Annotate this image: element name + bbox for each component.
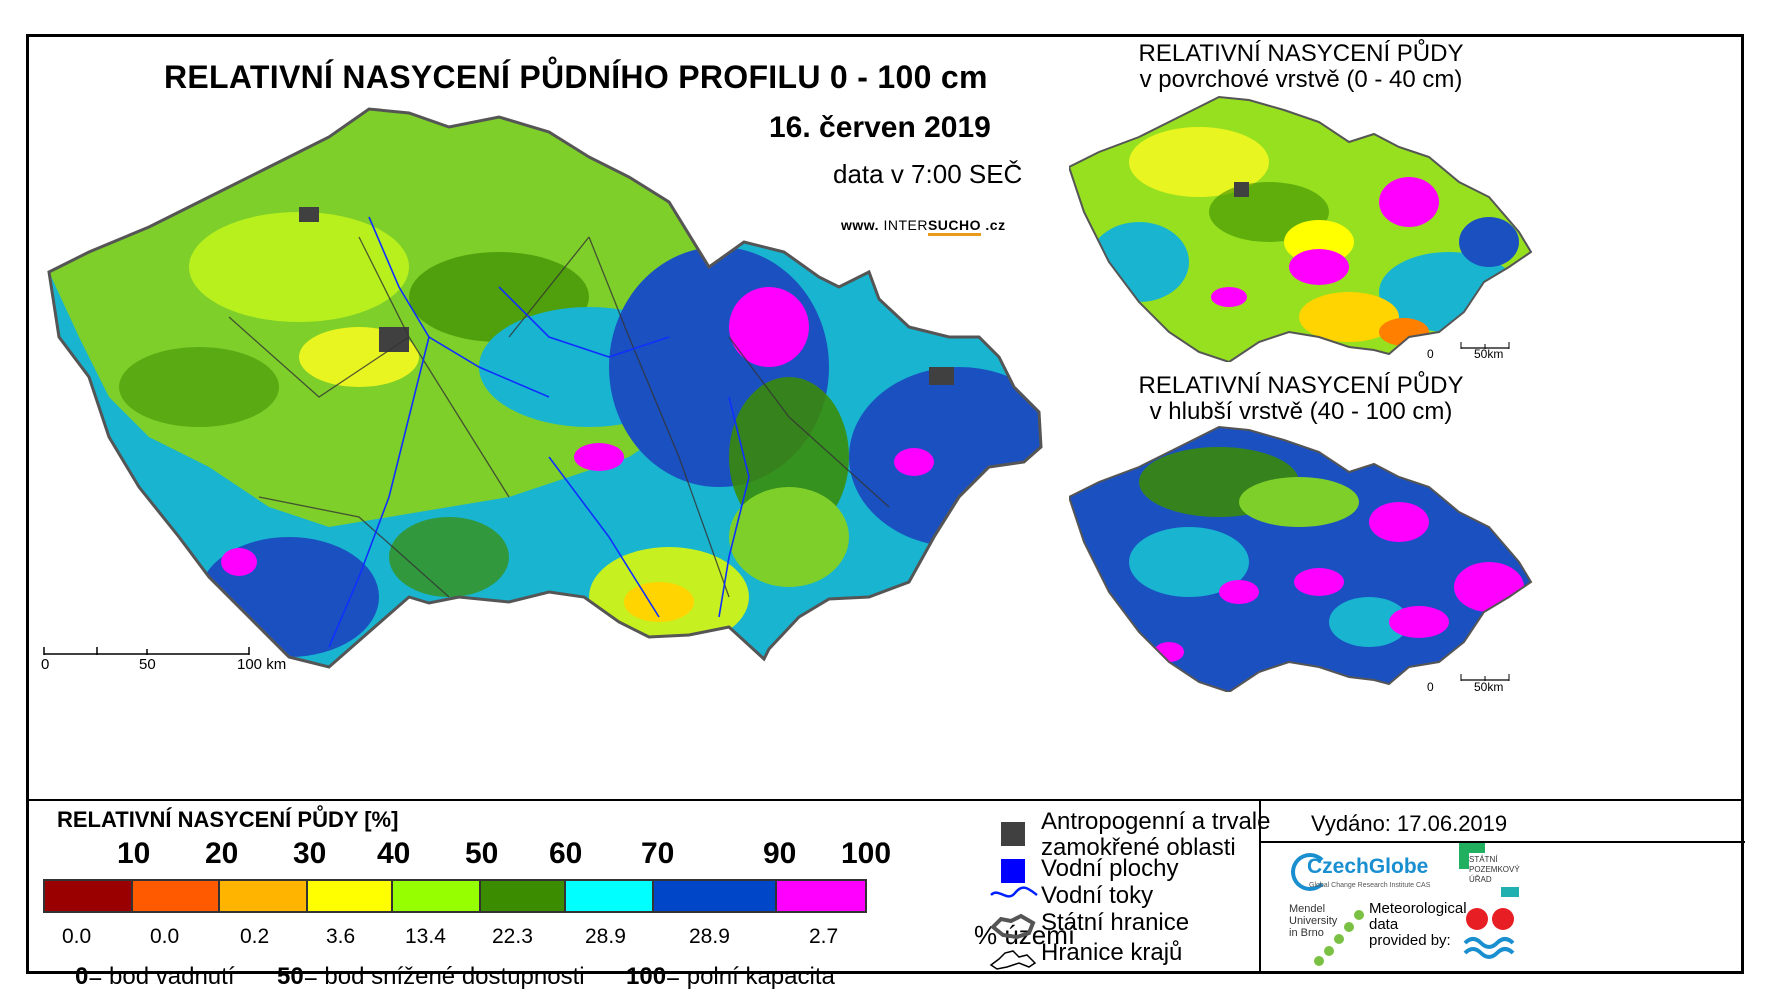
legend-threshold: 30 <box>293 837 327 870</box>
definition-field-capacity: 100= polní kapacita <box>626 963 835 990</box>
surface-scale-0: 0 <box>1427 347 1434 361</box>
main-scale-100: 100 km <box>237 656 287 673</box>
legend-percent: 22.3 <box>492 925 533 948</box>
region-line-icon <box>989 950 1037 970</box>
anthropogenic-swatch <box>1001 822 1025 846</box>
legend-title: RELATIVNÍ NASYCENÍ PŮDY [%] <box>57 807 399 832</box>
line-symbols <box>989 886 1038 970</box>
definition-reduced-availability: 50= bod snížené dostupnosti <box>277 963 585 990</box>
legend-divider <box>29 799 1741 801</box>
legend-swatch <box>393 881 481 911</box>
legend-threshold: 50 <box>465 837 499 870</box>
surface-map <box>1069 95 1533 362</box>
legend-threshold: 100 <box>841 837 892 870</box>
deep-scale-bar <box>1460 674 1510 681</box>
czechglobe-logo-icon <box>1291 853 1329 891</box>
legend-percent: 0.0 <box>150 925 180 948</box>
legend-percent: 28.9 <box>689 925 730 948</box>
surface-map-title: RELATIVNÍ NASYCENÍ PŮDY v povrchové vrst… <box>1138 40 1464 93</box>
issued-divider <box>1259 799 1261 971</box>
deep-scale-50: 50km <box>1474 680 1504 694</box>
czechglobe-subtitle: Global Change Research Institute CAS <box>1309 882 1431 889</box>
legend-percent: 3.6 <box>326 925 356 948</box>
legend-color-bar <box>43 879 867 913</box>
main-map-scale-bar <box>43 647 250 655</box>
legend-swatch <box>45 881 133 911</box>
mendel-dots-icon <box>1314 910 1364 966</box>
main-map-date: 16. červen 2019 <box>769 111 991 144</box>
legend-threshold: 10 <box>117 837 151 870</box>
legend-swatch <box>480 881 567 911</box>
legend-percent: 0.2 <box>240 925 270 948</box>
legend-percent: 28.9 <box>585 925 626 948</box>
border-line-icon <box>990 913 1036 940</box>
legend-percent: 2.7 <box>809 925 839 948</box>
legend-state-border: Státní hranice <box>1041 909 1190 936</box>
main-map <box>43 107 1043 669</box>
legend-swatch <box>566 881 655 911</box>
deep-map <box>1069 425 1533 692</box>
deep-map-title: RELATIVNÍ NASYCENÍ PŮDY v hlubší vrstvě … <box>1138 372 1464 425</box>
legend-region-border: Hranice krajů <box>1041 939 1183 966</box>
surface-scale-50: 50km <box>1474 347 1504 361</box>
water-bodies-swatch <box>1001 859 1025 883</box>
main-map-title: RELATIVNÍ NASYCENÍ PŮDNÍHO PROFILU 0 - 1… <box>164 59 988 95</box>
legend-threshold: 90 <box>763 837 797 870</box>
surface-scale-bar <box>1460 342 1510 349</box>
legend-swatch <box>654 881 778 911</box>
intersucho-url[interactable]: www. INTERSUCHO .cz <box>841 217 1006 236</box>
spu-logo: STÁTNÍ POZEMKOVÝ ÚŘAD <box>1469 855 1520 884</box>
deep-scale-0: 0 <box>1427 680 1434 694</box>
meteo-credit: Meteorological data provided by: <box>1369 900 1467 949</box>
issued-date: Vydáno: 17.06.2019 <box>1311 811 1508 836</box>
chmi-logo-icon <box>1463 908 1515 959</box>
legend-anthropogenic: Antropogenní a trvale zamokřené oblasti <box>1041 808 1271 861</box>
main-map-time: data v 7:00 SEČ <box>833 159 1023 189</box>
legend-threshold: 60 <box>549 837 583 870</box>
map-frame: RELATIVNÍ NASYCENÍ PŮDNÍHO PROFILU 0 - 1… <box>26 34 1745 990</box>
legend-water-bodies: Vodní plochy <box>1041 855 1179 882</box>
logo-divider <box>1259 841 1745 843</box>
river-line-icon <box>990 886 1038 898</box>
mendel-logo: Mendel University in Brno <box>1289 903 1338 939</box>
legend-rivers: Vodní toky <box>1041 882 1154 909</box>
main-scale-0: 0 <box>41 656 50 673</box>
czechglobe-logo: CzechGlobe <box>1307 855 1429 878</box>
main-scale-50: 50 <box>139 656 156 673</box>
legend-percent: 0.0 <box>62 925 92 948</box>
legend-swatch <box>220 881 308 911</box>
definition-wilting-point: 0= bod vadnutí <box>75 963 235 990</box>
legend-swatch <box>132 881 221 911</box>
legend-swatch <box>307 881 394 911</box>
legend-threshold: 20 <box>205 837 239 870</box>
legend-threshold: 70 <box>641 837 675 870</box>
spu-logo-icon <box>1459 843 1485 853</box>
legend-swatch <box>777 881 865 911</box>
legend-threshold: 40 <box>377 837 411 870</box>
legend-percent: 13.4 <box>405 925 446 948</box>
